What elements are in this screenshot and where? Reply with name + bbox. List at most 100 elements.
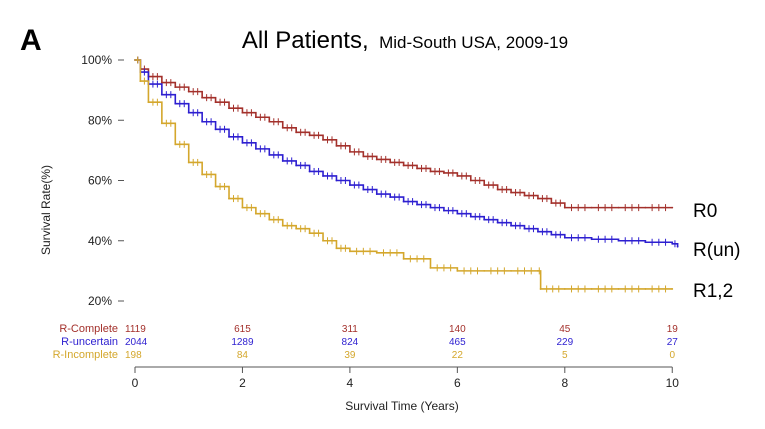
data-point: [644, 241, 647, 244]
data-point: [254, 116, 257, 119]
y-tick-label: 100%: [81, 53, 112, 67]
risk-count: 1119: [125, 324, 146, 335]
risk-count: 22: [452, 350, 464, 361]
data-point: [281, 160, 284, 162]
risk-count: 84: [237, 350, 249, 361]
data-point: [510, 191, 512, 194]
series-label: R0: [693, 201, 717, 222]
data-point: [254, 212, 257, 215]
data-point: [375, 251, 378, 254]
data-point: [187, 111, 190, 114]
data-point: [254, 147, 257, 150]
data-point: [322, 175, 324, 177]
data-point: [469, 215, 472, 218]
data-point: [322, 138, 324, 141]
data-point: [389, 161, 392, 164]
y-tick-label: 80%: [88, 113, 112, 127]
risk-count: 45: [559, 324, 571, 335]
y-axis-label: Survival Rate(%): [39, 165, 53, 255]
data-point: [281, 224, 284, 227]
data-point: [443, 209, 445, 212]
data-point: [187, 90, 190, 93]
data-point: [349, 184, 351, 186]
data-point: [590, 206, 593, 209]
title-main: All Patients,: [242, 27, 369, 54]
survival-curves: [134, 56, 679, 293]
data-point: [308, 232, 311, 235]
data-point: [617, 288, 620, 290]
data-point: [281, 126, 284, 129]
data-point: [402, 164, 405, 167]
data-point: [268, 218, 271, 221]
data-point: [335, 144, 338, 147]
data-point: [349, 150, 351, 153]
risk-count: 465: [449, 337, 466, 348]
risk-count: 39: [344, 350, 356, 361]
data-point: [214, 101, 217, 104]
data-point: [510, 224, 512, 227]
data-point: [537, 197, 539, 200]
data-point: [335, 247, 338, 250]
data-point: [134, 59, 136, 61]
data-point: [295, 131, 298, 134]
data-point: [160, 93, 163, 96]
data-point: [174, 86, 177, 89]
risk-count: 27: [667, 337, 679, 348]
x-axis: 0 2 4 6 8 10: [132, 366, 680, 390]
data-point: [241, 141, 244, 144]
data-point: [550, 233, 553, 236]
data-point: [147, 101, 150, 104]
y-tick-label: 40%: [88, 234, 112, 248]
data-point: [375, 158, 378, 161]
data-point: [402, 257, 405, 260]
x-tick-label: 0: [132, 376, 139, 390]
data-point: [456, 175, 459, 177]
data-point: [590, 288, 593, 290]
data-point: [268, 120, 271, 123]
data-point: [563, 206, 566, 209]
x-tick-label: 10: [666, 376, 680, 390]
data-point: [483, 184, 486, 186]
data-point: [550, 202, 553, 204]
risk-count: 5: [562, 350, 568, 361]
data-point: [268, 153, 271, 156]
data-point: [295, 164, 298, 167]
data-point: [523, 194, 526, 197]
risk-row-label: R-Incomplete: [53, 349, 118, 361]
data-point: [187, 161, 190, 164]
data-point: [174, 143, 177, 146]
x-tick-label: 2: [239, 376, 246, 390]
data-point: [676, 245, 679, 248]
risk-count: 1289: [231, 337, 254, 348]
data-point: [295, 227, 298, 230]
risk-count: 824: [342, 337, 359, 348]
data-point: [416, 203, 418, 206]
data-point: [228, 197, 230, 200]
data-point: [671, 288, 674, 290]
data-point: [644, 206, 647, 209]
risk-count: 140: [449, 324, 466, 335]
y-tick-label: 20%: [88, 294, 112, 308]
data-point: [241, 111, 244, 114]
data-point: [201, 120, 204, 123]
x-tick-label: 6: [454, 376, 461, 390]
data-point: [375, 193, 378, 195]
data-point: [456, 212, 459, 215]
data-point: [228, 107, 230, 110]
data-point: [496, 221, 499, 224]
data-point: [496, 188, 499, 191]
data-point: [308, 170, 311, 173]
data-point: [429, 206, 432, 209]
data-point: [563, 288, 566, 290]
data-point: [174, 102, 177, 105]
data-point: [429, 170, 432, 173]
title-sub: Mid-South USA, 2009-19: [379, 33, 568, 52]
data-point: [201, 173, 204, 176]
risk-table: R-Complete 1119 615 311 140 45 19 R-uncertain 20…: [53, 323, 679, 361]
data-point: [510, 269, 512, 272]
series-line: [135, 59, 673, 290]
data-point: [139, 80, 142, 82]
data-point: [671, 206, 674, 209]
data-point: [349, 250, 351, 253]
